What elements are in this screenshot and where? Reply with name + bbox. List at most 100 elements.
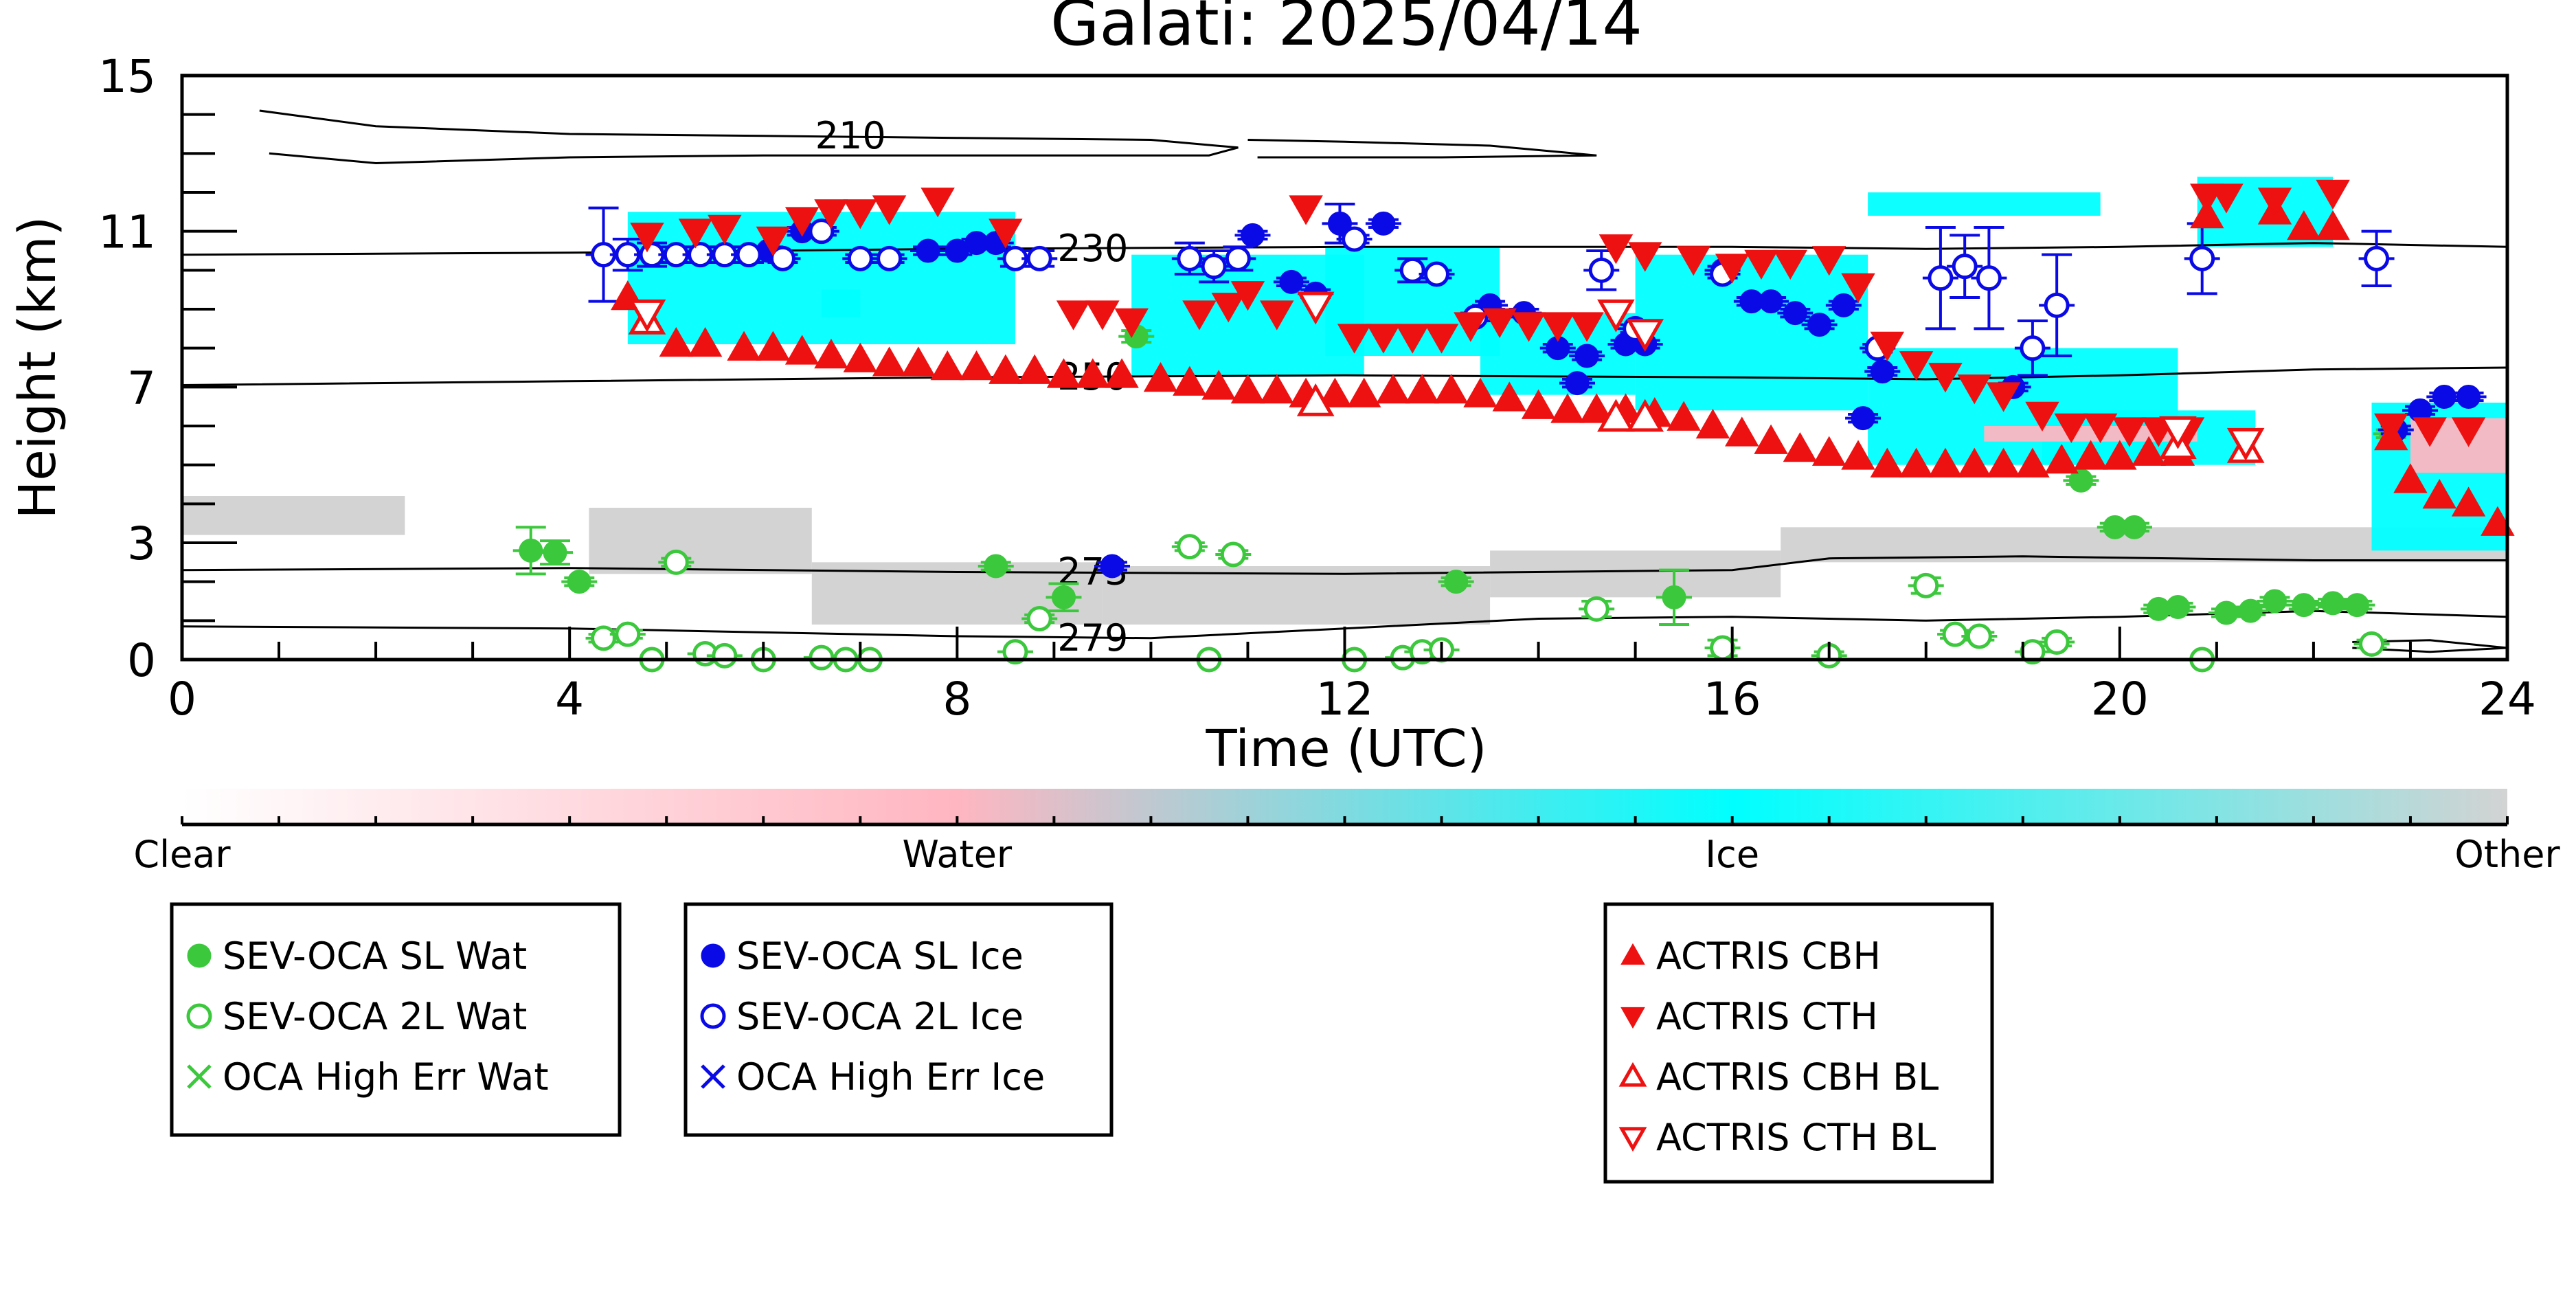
data-point	[1942, 621, 1968, 647]
data-point	[1952, 254, 1978, 280]
data-point	[1511, 312, 1546, 342]
data-point	[756, 226, 791, 257]
data-point	[1913, 572, 1939, 598]
data-point	[1710, 635, 1736, 661]
legend-marker	[1618, 1062, 1647, 1087]
data-point	[843, 199, 878, 229]
legend-label: SEV-OCA SL Ice	[736, 934, 1024, 978]
data-point	[1289, 195, 1323, 225]
data-point	[708, 214, 742, 245]
data-point	[1695, 408, 1730, 439]
data-point	[2165, 595, 2190, 619]
legend-label: SEV-OCA SL Wat	[223, 934, 527, 978]
data-point	[1759, 289, 1783, 314]
x-tick-label: 4	[555, 673, 584, 726]
data-point	[1296, 383, 1335, 416]
data-point	[1597, 299, 1635, 333]
data-point	[628, 299, 666, 333]
data-point	[1715, 254, 1750, 284]
data-point	[2359, 631, 2385, 657]
data-point	[688, 326, 723, 357]
data-point	[519, 538, 543, 563]
band-ice	[821, 289, 861, 317]
data-point	[2189, 245, 2215, 271]
data-point	[2112, 417, 2147, 447]
data-point	[1395, 324, 1430, 354]
data-point	[1423, 261, 1449, 287]
band-other	[1490, 550, 1781, 598]
legend-marker	[701, 943, 725, 968]
data-point	[1870, 331, 1905, 362]
data-point	[2020, 335, 2046, 361]
data-point	[1725, 416, 1759, 447]
series-actris-cth-bl	[628, 291, 2265, 461]
data-point	[1051, 585, 1076, 609]
data-point	[591, 625, 617, 651]
data-point	[2132, 436, 2166, 466]
data-point	[567, 570, 591, 594]
contour-line	[182, 555, 2507, 575]
data-point	[1225, 245, 1251, 271]
data-point	[1976, 265, 2002, 291]
data-point	[630, 223, 664, 253]
data-point	[2316, 210, 2350, 240]
data-point	[809, 644, 835, 671]
data-point	[2320, 591, 2345, 616]
data-point	[1492, 381, 1526, 412]
data-point	[1626, 319, 1664, 352]
data-point	[920, 188, 955, 218]
data-point	[1085, 300, 1120, 330]
data-point	[1260, 300, 1294, 330]
data-point	[1626, 398, 1664, 432]
data-point	[1201, 370, 1236, 400]
data-point	[1831, 293, 1856, 317]
data-point	[2238, 598, 2263, 623]
data-point	[2054, 413, 2089, 444]
data-point	[1100, 554, 1125, 579]
data-point	[1346, 377, 1381, 407]
legend-marker	[700, 1003, 726, 1029]
data-point	[1773, 249, 1808, 280]
band-other	[589, 508, 812, 574]
data-point	[1017, 354, 1052, 384]
legend-3: ACTRIS CBH ACTRIS CTH ACTRIS CBH BL ACTRIS …	[1603, 902, 1994, 1184]
data-point	[847, 245, 873, 271]
band-other	[1102, 566, 1491, 625]
data-point	[1783, 301, 1807, 326]
data-point	[1026, 245, 1052, 271]
axes: 0 4 8 12 16 20 24 0 3 7 11 15	[98, 50, 2536, 726]
data-point	[2292, 593, 2316, 618]
data-point	[1986, 382, 2021, 412]
data-point	[1744, 249, 1778, 280]
data-point	[2015, 447, 2050, 478]
data-point	[1230, 281, 1265, 311]
data-point	[1957, 447, 1991, 478]
data-point	[1541, 312, 1575, 342]
data-point	[1143, 361, 1178, 392]
data-point	[2364, 245, 2390, 271]
data-point	[988, 218, 1023, 249]
legend-label: ACTRIS CBH BL	[1656, 1055, 1939, 1099]
data-point	[2422, 478, 2456, 509]
data-point	[809, 218, 835, 245]
data-point	[1783, 431, 1818, 462]
data-point	[1279, 269, 1304, 294]
x-tick-label: 0	[168, 673, 196, 726]
data-point	[1026, 606, 1052, 631]
data-point	[2025, 401, 2059, 432]
data-point	[2159, 416, 2197, 449]
data-point	[769, 245, 795, 271]
contour-line	[182, 366, 2507, 386]
data-point	[1342, 226, 1368, 252]
data-point	[1807, 313, 1832, 337]
contour-line	[259, 109, 1239, 165]
data-point	[1318, 377, 1353, 407]
data-point	[1296, 291, 1335, 325]
legend-frame	[170, 902, 622, 1137]
data-point	[901, 346, 936, 377]
data-point	[1399, 257, 1425, 283]
y-tick-label: 11	[98, 206, 156, 259]
data-point	[756, 330, 791, 361]
data-point	[930, 350, 964, 381]
data-point	[1177, 534, 1203, 560]
